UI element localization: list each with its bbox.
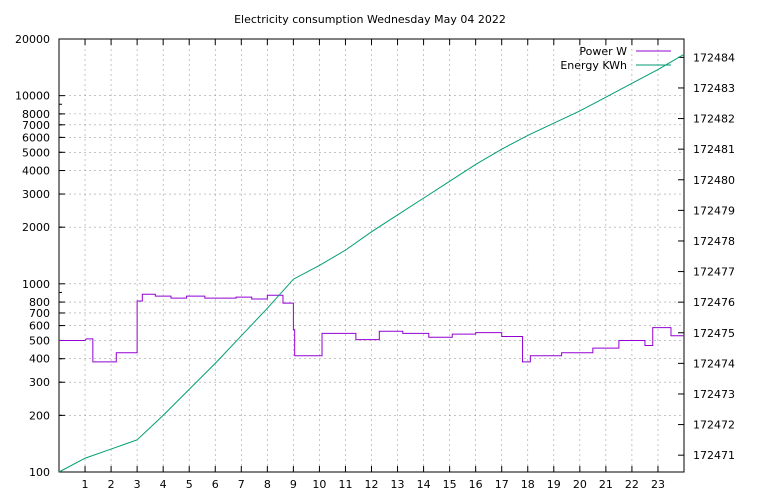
y-right-tick-label: 172474 bbox=[693, 357, 735, 370]
plot-border bbox=[58, 38, 685, 473]
y-left-tick-label: 500 bbox=[29, 334, 50, 347]
y-left-tick-label: 6000 bbox=[22, 131, 50, 144]
y-right-tick-label: 172480 bbox=[693, 174, 735, 187]
legend-label: Energy KWh bbox=[560, 59, 627, 72]
y-left-tick-label: 700 bbox=[29, 307, 50, 320]
x-tick-label: 16 bbox=[469, 478, 483, 491]
y-left-tick-label: 5000 bbox=[22, 146, 50, 159]
y-right-tick-label: 172482 bbox=[693, 113, 735, 126]
y-right-tick-label: 172478 bbox=[693, 235, 735, 248]
y-left-tick-label: 300 bbox=[29, 376, 50, 389]
x-tick-label: 14 bbox=[417, 478, 431, 491]
x-tick-label: 2 bbox=[108, 478, 115, 491]
y-left-tick-label: 4000 bbox=[22, 165, 50, 178]
grid bbox=[59, 38, 684, 472]
y-left-tick-label: 20000 bbox=[15, 33, 50, 46]
chart-title: Electricity consumption Wednesday May 04… bbox=[234, 13, 506, 26]
series-line-1 bbox=[58, 53, 685, 473]
y-right-tick-label: 172481 bbox=[693, 143, 735, 156]
x-tick-label: 21 bbox=[599, 478, 613, 491]
x-tick-label: 8 bbox=[264, 478, 271, 491]
y-left-tick-label: 600 bbox=[29, 320, 50, 333]
x-tick-label: 4 bbox=[160, 478, 167, 491]
y-left-tick-label: 1000 bbox=[22, 278, 50, 291]
x-tick-label: 15 bbox=[443, 478, 457, 491]
y-right-tick-label: 172473 bbox=[693, 388, 735, 401]
x-tick-label: 3 bbox=[134, 478, 141, 491]
y-right-tick-label: 172476 bbox=[693, 296, 735, 309]
y-right-tick-label: 172477 bbox=[693, 266, 735, 279]
x-tick-label: 19 bbox=[547, 478, 561, 491]
x-tick-label: 12 bbox=[365, 478, 379, 491]
y-left-tick-label: 100 bbox=[29, 466, 50, 479]
y-left-tick-label: 7000 bbox=[22, 119, 50, 132]
x-tick-label: 10 bbox=[312, 478, 326, 491]
y-right-tick-label: 172475 bbox=[693, 327, 735, 340]
x-tick-label: 17 bbox=[495, 478, 509, 491]
series-lines bbox=[58, 53, 685, 473]
axes: 1 2 3 4 5 6 7 8 9 10 11 12 13 14 15 16 17 18 19 20 21 22 23100… bbox=[15, 33, 735, 491]
x-tick-label: 23 bbox=[651, 478, 665, 491]
x-tick-label: 20 bbox=[573, 478, 587, 491]
x-tick-label: 9 bbox=[290, 478, 297, 491]
y-right-tick-label: 172471 bbox=[693, 449, 735, 462]
series-line-0 bbox=[59, 293, 684, 363]
x-tick-label: 13 bbox=[391, 478, 405, 491]
y-right-tick-label: 172479 bbox=[693, 204, 735, 217]
x-tick-label: 6 bbox=[212, 478, 219, 491]
x-tick-label: 11 bbox=[338, 478, 352, 491]
y-left-tick-label: 3000 bbox=[22, 188, 50, 201]
y-left-tick-label: 200 bbox=[29, 409, 50, 422]
x-tick-label: 5 bbox=[186, 478, 193, 491]
y-left-tick-label: 800 bbox=[29, 296, 50, 309]
legend-label: Power W bbox=[579, 45, 627, 58]
x-tick-label: 1 bbox=[82, 478, 89, 491]
y-right-tick-label: 172472 bbox=[693, 419, 735, 432]
y-left-tick-label: 8000 bbox=[22, 108, 50, 121]
y-left-tick-label: 10000 bbox=[15, 90, 50, 103]
x-tick-label: 18 bbox=[521, 478, 535, 491]
x-tick-label: 22 bbox=[625, 478, 639, 491]
x-tick-label: 7 bbox=[238, 478, 245, 491]
y-right-tick-label: 172483 bbox=[693, 82, 735, 95]
y-left-tick-label: 2000 bbox=[22, 221, 50, 234]
y-left-tick-label: 400 bbox=[29, 353, 50, 366]
y-right-tick-label: 172484 bbox=[693, 51, 735, 64]
